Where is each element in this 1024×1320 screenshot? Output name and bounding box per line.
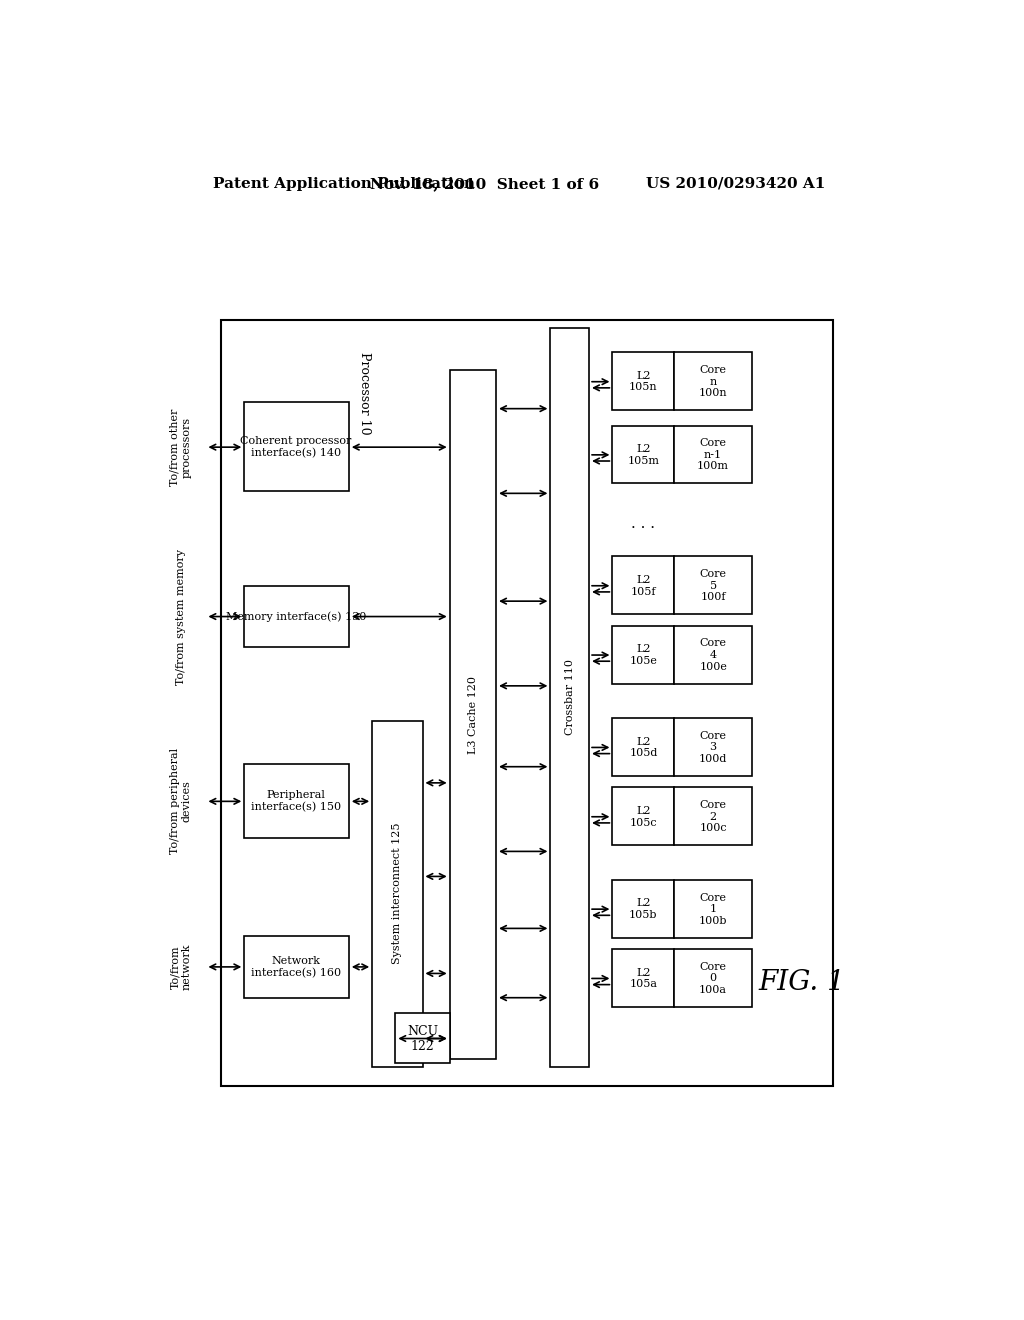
- Bar: [675, 557, 752, 614]
- Text: L2
105n: L2 105n: [629, 371, 657, 392]
- Bar: [675, 788, 752, 845]
- Bar: [550, 327, 589, 1067]
- Bar: [612, 626, 675, 684]
- Bar: [612, 949, 675, 1007]
- Text: To/from other
processors: To/from other processors: [170, 408, 191, 486]
- Text: Core
3
100d: Core 3 100d: [699, 731, 727, 764]
- Text: L2
105f: L2 105f: [631, 576, 656, 597]
- Text: Nov. 18, 2010  Sheet 1 of 6: Nov. 18, 2010 Sheet 1 of 6: [370, 177, 599, 191]
- Bar: [612, 880, 675, 937]
- Text: Core
5
100f: Core 5 100f: [699, 569, 727, 602]
- Text: L2
105d: L2 105d: [629, 737, 657, 758]
- Text: US 2010/0293420 A1: US 2010/0293420 A1: [646, 177, 825, 191]
- Text: To/from system memory: To/from system memory: [176, 549, 185, 685]
- Text: Core
0
100a: Core 0 100a: [699, 962, 727, 995]
- Text: Crossbar 110: Crossbar 110: [565, 660, 574, 735]
- Bar: [245, 586, 349, 647]
- Bar: [612, 425, 675, 483]
- Text: Network
interface(s) 160: Network interface(s) 160: [251, 956, 341, 978]
- Text: L2
105m: L2 105m: [628, 444, 659, 466]
- Text: Core
4
100e: Core 4 100e: [699, 639, 727, 672]
- Text: Coherent processor
interface(s) 140: Coherent processor interface(s) 140: [241, 436, 352, 458]
- Text: Patent Application Publication: Patent Application Publication: [213, 177, 475, 191]
- Bar: [675, 880, 752, 937]
- Text: L2
105a: L2 105a: [630, 968, 657, 989]
- Text: FIG. 1: FIG. 1: [759, 969, 846, 995]
- Text: Memory interface(s) 130: Memory interface(s) 130: [226, 611, 367, 622]
- Bar: [612, 352, 675, 411]
- Text: Core
n-1
100m: Core n-1 100m: [697, 438, 729, 471]
- Text: Core
1
100b: Core 1 100b: [698, 892, 727, 925]
- Bar: [245, 936, 349, 998]
- Bar: [372, 721, 423, 1067]
- Bar: [612, 718, 675, 776]
- Bar: [245, 764, 349, 838]
- Bar: [221, 321, 834, 1086]
- Text: L2
105e: L2 105e: [630, 644, 657, 665]
- Bar: [395, 1014, 450, 1063]
- Text: To/from
network: To/from network: [170, 944, 191, 990]
- Bar: [675, 718, 752, 776]
- Bar: [245, 403, 349, 491]
- Text: . . .: . . .: [632, 517, 655, 531]
- Bar: [675, 352, 752, 411]
- Text: NCU
122: NCU 122: [407, 1024, 438, 1052]
- Text: Peripheral
interface(s) 150: Peripheral interface(s) 150: [251, 791, 341, 812]
- Bar: [675, 425, 752, 483]
- Bar: [612, 557, 675, 614]
- Text: To/from peripheral
devices: To/from peripheral devices: [170, 748, 191, 854]
- Text: System interconnect 125: System interconnect 125: [392, 822, 402, 965]
- Text: L2
105c: L2 105c: [630, 807, 657, 828]
- Text: Core
2
100c: Core 2 100c: [699, 800, 727, 833]
- Text: Core
n
100n: Core n 100n: [698, 366, 727, 399]
- Bar: [675, 626, 752, 684]
- Bar: [612, 788, 675, 845]
- Bar: [675, 949, 752, 1007]
- Text: Processor 10: Processor 10: [357, 352, 371, 434]
- Text: L2
105b: L2 105b: [629, 899, 657, 920]
- Bar: [450, 370, 496, 1059]
- Text: L3 Cache 120: L3 Cache 120: [468, 676, 478, 754]
